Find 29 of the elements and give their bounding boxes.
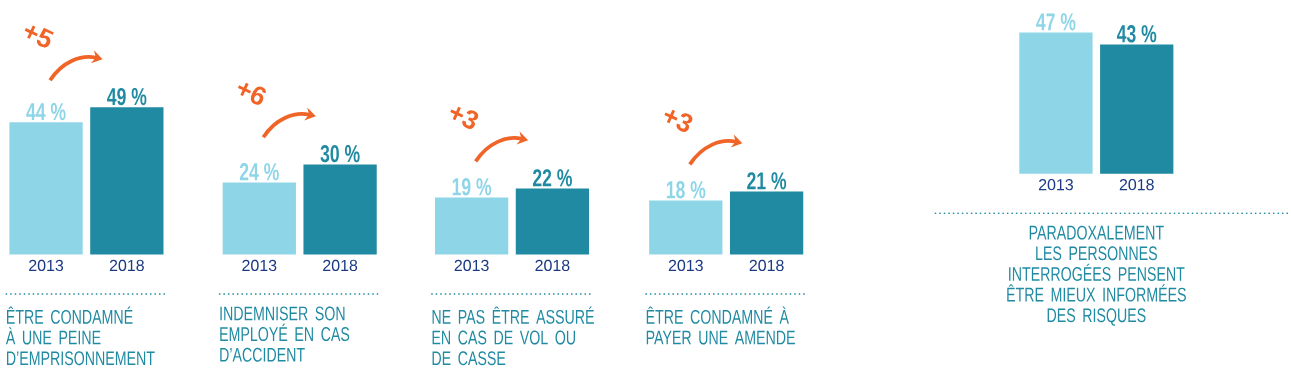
data-label: 22 % [532,168,572,187]
x-axis-title: ÊTRE CONDAMNÉ À UNE PEINE D’EMPRISONNEMENT [5,306,155,366]
x-tick-label: 2013 [454,259,489,271]
x-tick-label: 2018 [323,259,358,271]
x-tick-label: 2018 [1119,178,1154,191]
text: +3 [450,106,479,129]
data-label: 21 % [747,171,787,190]
data-label: 47 % [1036,13,1076,31]
text: +6 [237,82,266,105]
x-tick-label: 2018 [749,259,784,271]
x-axis-title: ÊTRE CONDAMNÉ À PAYER UNE AMENDE [646,306,795,345]
x-tick-label: 2018 [109,259,144,271]
text: +5 [24,25,54,48]
data-label: 30 % [320,144,360,163]
x-tick-label: 2013 [1038,178,1073,191]
x-tick-label: 2013 [668,259,703,271]
data-label: 43 % [1116,24,1157,43]
data-label: 18 % [666,180,706,199]
data-label: 19 % [452,177,492,196]
x-axis-title: INDEMNISER SON EMPLOYÉ EN CAS D’ACCIDENT [220,306,350,362]
x-axis-title: NE PAS ÊTRE ASSURÉ EN CAS DE VOL OU DE CASSE [432,306,594,366]
x-axis-title: PARADOXALEMENT LES PERSONNES INTERROGÉES PENSENT ÊTRE MIEUX INFORMÉES DES RISQUES [1007,225,1186,326]
data-label: 49 % [107,87,147,106]
data-label: 24 % [239,162,279,181]
x-tick-label: 2013 [29,259,64,271]
x-tick-label: 2018 [535,259,570,271]
text: +3 [664,109,693,132]
x-tick-label: 2013 [242,259,277,271]
data-label: 44 % [26,102,66,121]
